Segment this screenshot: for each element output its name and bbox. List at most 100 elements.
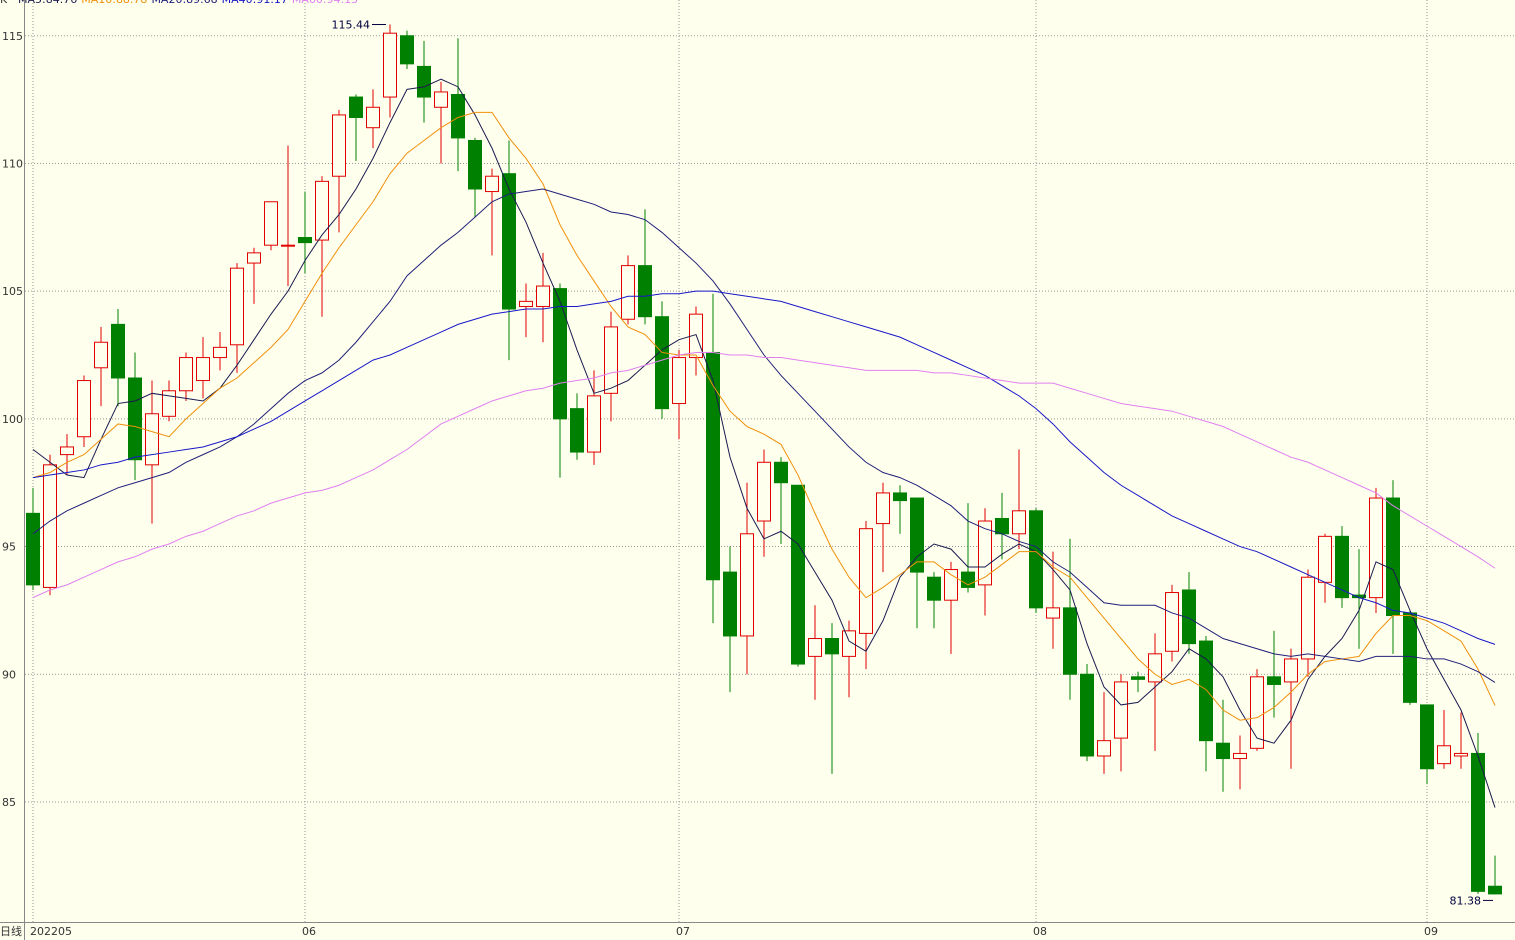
candle-body [383,32,397,98]
candle-body [1131,676,1145,680]
indicator-label: K [0,0,8,6]
candle-body [604,326,618,394]
candle-body [1114,681,1128,739]
legend-entry: MA60:94.15 [292,0,358,6]
candle-body [1386,497,1400,617]
candle-body [1063,607,1077,675]
candle-body [502,173,516,310]
candle-body [672,357,686,405]
ma-line [32,290,1496,645]
ma-line [32,188,1496,683]
y-tick-label: 110 [2,157,23,170]
candle-body [587,395,601,453]
candle-body [791,484,805,665]
candle-body [621,265,635,320]
candle-body [825,638,839,655]
y-tick-label: 90 [2,668,16,681]
candle-body [332,114,346,177]
candle-body [298,237,312,244]
y-tick-label: 85 [2,796,16,809]
candle-body [1335,535,1349,599]
y-tick-label: 105 [2,285,23,298]
candle-body [1284,658,1298,683]
candle-body [893,492,907,502]
ma-line [32,78,1496,808]
candle-body [179,357,193,392]
candle-body [1420,704,1434,770]
candle-body [1233,752,1247,760]
max-label: 115.44 [332,19,371,32]
candle-body [1488,885,1502,895]
candle-body [111,323,125,379]
candle-body [196,357,210,382]
candle-body [519,300,533,307]
legend-entry: MA5:84.76 [18,0,77,6]
candle-body [1267,676,1281,685]
candle-body [1301,576,1315,660]
y-tick-label: 95 [2,541,16,554]
candle-body [315,180,329,241]
candle-body [1250,676,1264,749]
candle-body [1471,752,1485,892]
x-tick-label: 09 [1424,925,1438,938]
candle-body [77,380,91,438]
candle-body [859,528,873,634]
candle-body [128,377,142,461]
candle-body [434,91,448,108]
candle-body [60,446,74,456]
candle-body [162,390,176,417]
candle-body [1403,612,1417,703]
candle-body [247,252,261,264]
candle-body [145,413,159,466]
candle-body [774,461,788,484]
candle-body [536,285,550,307]
candle-body [1012,510,1026,535]
candle-body [1165,592,1179,652]
candle-body [281,244,295,247]
candle-body [485,175,499,193]
legend-entry: MA10:88.78 [81,0,147,6]
candle-body [553,288,567,420]
candle-body [468,139,482,190]
period-label: 日线 [0,924,22,938]
candle-body [1199,640,1213,742]
candle-body [995,517,1009,535]
candle-body [1216,742,1230,760]
x-tick-label: 07 [676,925,690,938]
candle-body [400,35,414,65]
x-tick-label: 08 [1033,925,1047,938]
candle-body [94,341,108,369]
x-tick-label: 06 [302,925,316,938]
candle-body [1454,752,1468,757]
candle-body [213,346,227,359]
candle-body [1148,653,1162,683]
candle-body [638,265,652,318]
candle-body [1182,589,1196,645]
candle-body [570,408,584,453]
candle-body [230,267,244,346]
candle-body [26,512,40,586]
candle-body [451,93,465,139]
candle-body [842,630,856,657]
candle-body [723,571,737,637]
candle-body [1437,745,1451,765]
candle-body [1029,510,1043,609]
min-label: 81.38 [1450,894,1482,907]
ma-line [32,351,1496,599]
candle-body [978,520,992,586]
x-tick-label: 202205 [30,925,72,938]
candle-body [366,106,380,129]
y-tick-label: 115 [2,30,23,43]
candle-body [910,497,924,573]
candle-body [1046,607,1060,619]
candle-body [1080,673,1094,757]
candle-body [944,569,958,601]
candle-body [655,316,669,410]
y-tick-label: 100 [2,413,23,426]
candle-body [349,96,363,118]
candle-body [43,464,57,588]
candle-body [1369,497,1383,599]
legend-entry: MA40:91.17 [222,0,288,6]
candle-body [264,201,278,246]
candle-body [876,492,890,525]
